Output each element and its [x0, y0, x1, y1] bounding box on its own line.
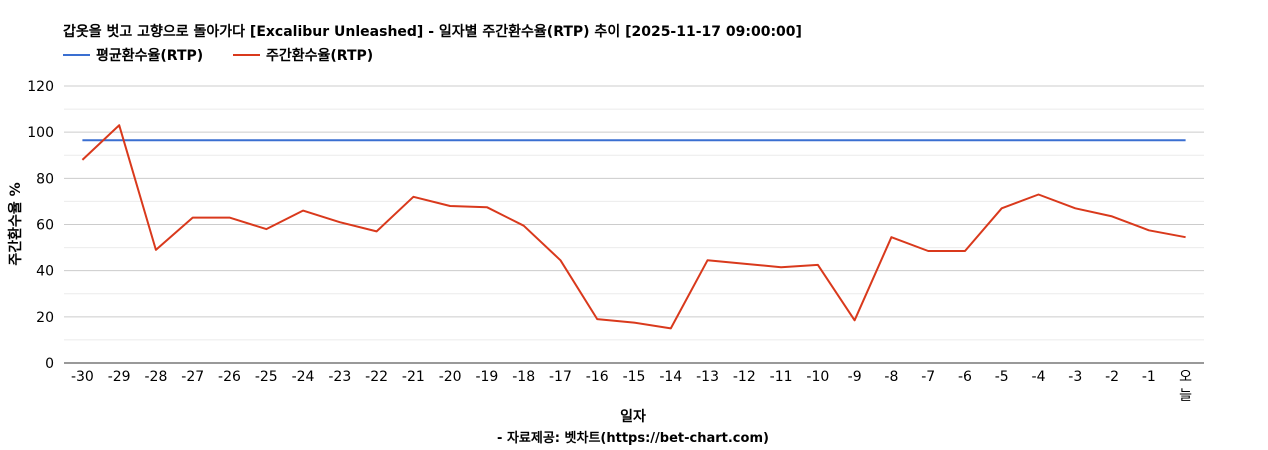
series-lines [81, 124, 1186, 330]
x-tick-label: -16 [586, 369, 609, 385]
x-tick-label: -7 [921, 369, 935, 385]
x-tick-label: -13 [696, 369, 719, 385]
y-tick-label: 40 [36, 264, 54, 280]
x-tick-label: -4 [1032, 369, 1046, 385]
x-tick-label: -17 [549, 369, 572, 385]
x-tick-label: -24 [292, 369, 315, 385]
x-tick-label: -2 [1105, 369, 1119, 385]
legend-label-average: 평균환수율(RTP) [96, 47, 203, 64]
x-tick-label: -15 [623, 369, 646, 385]
x-tick-label: -14 [659, 369, 682, 385]
x-tick-label: -18 [512, 369, 535, 385]
x-tick-label: -30 [71, 369, 94, 385]
legend: 평균환수율(RTP) 주간환수율(RTP) [63, 47, 373, 64]
x-tick-label: -5 [995, 369, 1009, 385]
y-tick-label: 20 [36, 310, 54, 326]
x-axis-ticks: -30 -29 -28 -27 -26 -25 -24 -23 -22 -21 -20 -19 -18-… [71, 369, 1192, 404]
y-tick-label: 80 [36, 171, 54, 187]
x-tick-label: -25 [255, 369, 278, 385]
x-tick-label: -21 [402, 369, 425, 385]
x-tick-label: -23 [328, 369, 351, 385]
x-axis-title: 일자 [620, 409, 646, 425]
x-tick-label: -29 [108, 369, 131, 385]
x-tick-label: -19 [475, 369, 498, 385]
x-tick-label: -27 [181, 369, 204, 385]
x-tick-label: -20 [439, 369, 462, 385]
gridlines [64, 85, 1204, 364]
y-tick-label: 100 [27, 125, 54, 141]
y-tick-label: 0 [45, 356, 54, 372]
y-axis-ticks: 0 20 40 60 80 100 120 [27, 79, 54, 372]
y-tick-label: 120 [27, 79, 54, 95]
y-axis-title: 주간환수율 % [7, 182, 24, 265]
x-tick-label: -22 [365, 369, 388, 385]
y-tick-label: 60 [36, 218, 54, 234]
x-tick-label: -26 [218, 369, 241, 385]
weekly-rtp-line [81, 124, 1186, 330]
x-tick-label: -10 [806, 369, 829, 385]
x-tick-label: -9 [848, 369, 862, 385]
source-credit: - 자료제공: 벳차트(https://bet-chart.com) [497, 430, 769, 446]
x-tick-label: -6 [958, 369, 972, 385]
x-tick-label: -3 [1068, 369, 1082, 385]
x-tick-label: -11 [770, 369, 793, 385]
x-tick-label: -12 [733, 369, 756, 385]
chart-title: 갑옷을 벗고 고향으로 돌아가다 [Excalibur Unleashed] -… [63, 23, 802, 40]
x-tick-label: -28 [144, 369, 167, 385]
x-tick-label: -8 [884, 369, 898, 385]
legend-label-weekly: 주간환수율(RTP) [266, 47, 373, 64]
x-tick-label: -1 [1142, 369, 1156, 385]
